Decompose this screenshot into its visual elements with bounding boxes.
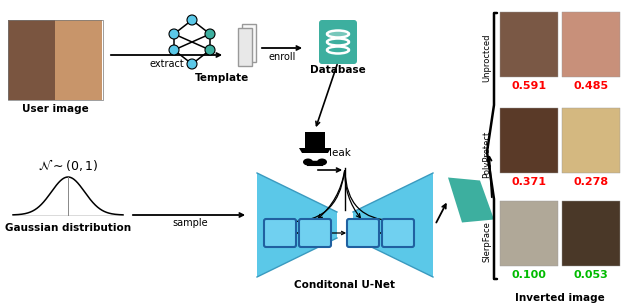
Text: Database: Database [310, 65, 366, 75]
Text: $\mathcal{N} \sim (0,1)$: $\mathcal{N} \sim (0,1)$ [38, 157, 98, 173]
FancyBboxPatch shape [562, 108, 620, 173]
FancyBboxPatch shape [242, 24, 256, 62]
Text: Unproctced: Unproctced [482, 34, 491, 82]
FancyBboxPatch shape [500, 108, 558, 173]
FancyBboxPatch shape [264, 219, 296, 247]
Circle shape [205, 29, 215, 39]
Text: enroll: enroll [268, 52, 296, 62]
Text: CA: CA [273, 228, 287, 238]
Text: 0.591: 0.591 [511, 81, 547, 91]
FancyBboxPatch shape [562, 12, 620, 77]
FancyBboxPatch shape [500, 12, 558, 77]
Polygon shape [353, 173, 433, 277]
Text: 0.278: 0.278 [573, 177, 609, 187]
Polygon shape [257, 173, 337, 277]
Text: Template: Template [195, 73, 249, 83]
Circle shape [169, 29, 179, 39]
Text: User image: User image [22, 104, 89, 114]
FancyBboxPatch shape [238, 28, 252, 66]
Text: Inverted image: Inverted image [515, 293, 605, 303]
Text: G: G [466, 193, 476, 207]
Circle shape [205, 45, 215, 55]
Circle shape [169, 45, 179, 55]
Polygon shape [448, 177, 494, 223]
FancyBboxPatch shape [8, 20, 55, 100]
Polygon shape [299, 148, 331, 153]
Text: 0.053: 0.053 [573, 270, 609, 280]
Text: PolyProtect: PolyProtect [482, 130, 491, 178]
FancyBboxPatch shape [299, 219, 331, 247]
Text: 0.371: 0.371 [511, 177, 547, 187]
Ellipse shape [317, 158, 327, 165]
Text: Gaussian distribution: Gaussian distribution [5, 223, 131, 233]
Text: SlerpFace: SlerpFace [482, 222, 491, 262]
Text: Conditonal U-Net: Conditonal U-Net [294, 280, 396, 290]
Circle shape [187, 15, 197, 25]
Ellipse shape [327, 30, 349, 37]
Text: extract: extract [150, 59, 184, 69]
Text: 0.485: 0.485 [573, 81, 609, 91]
FancyBboxPatch shape [305, 132, 325, 148]
Circle shape [187, 59, 197, 69]
Text: leak: leak [329, 148, 351, 158]
Text: CA: CA [308, 228, 322, 238]
Ellipse shape [303, 158, 313, 165]
FancyBboxPatch shape [319, 20, 357, 64]
Text: 0.100: 0.100 [511, 270, 547, 280]
FancyBboxPatch shape [500, 201, 558, 266]
FancyBboxPatch shape [562, 201, 620, 266]
Text: CA: CA [391, 228, 404, 238]
FancyBboxPatch shape [55, 20, 102, 100]
FancyBboxPatch shape [382, 219, 414, 247]
FancyBboxPatch shape [347, 219, 379, 247]
Text: CA: CA [356, 228, 370, 238]
Text: sample: sample [172, 218, 208, 228]
